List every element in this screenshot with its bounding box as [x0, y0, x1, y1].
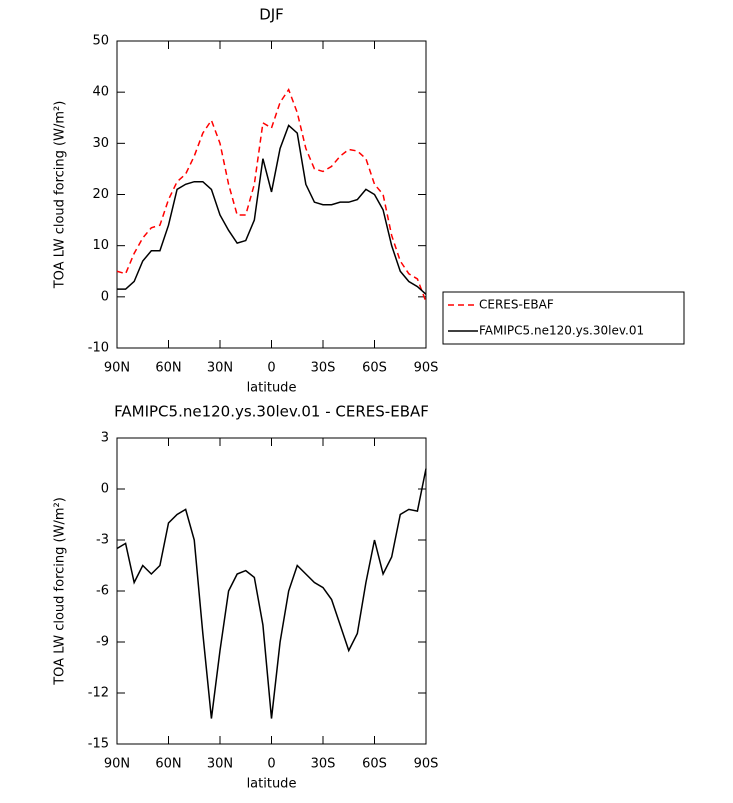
y-tick-label: -15	[88, 737, 109, 752]
x-tick-label: 30N	[207, 361, 233, 376]
legend-label: CERES-EBAF	[479, 298, 554, 312]
y-axis-label: TOA LW cloud forcing (W/m²)	[53, 497, 68, 686]
legend-label: FAMIPC5.ne120.ys.30lev.01	[479, 324, 644, 338]
y-tick-label: 30	[92, 136, 109, 151]
x-tick-label: 60N	[155, 361, 181, 376]
data-line	[117, 124, 427, 295]
y-tick-label: 40	[92, 85, 109, 100]
y-tick-label: 0	[101, 482, 109, 497]
data-line	[116, 87, 427, 303]
y-tick-label: -3	[96, 533, 109, 548]
x-axis-label: latitude	[247, 381, 297, 396]
x-tick-label: 0	[267, 757, 275, 772]
legend-box	[442, 291, 685, 345]
y-tick-label: 50	[92, 34, 109, 49]
x-tick-label: 60N	[155, 757, 181, 772]
data-line	[116, 468, 427, 719]
y-tick-label: 3	[101, 431, 109, 446]
y-tick-label: -9	[96, 635, 109, 650]
x-tick-label: 90S	[414, 757, 439, 772]
chart-title: FAMIPC5.ne120.ys.30lev.01 - CERES-EBAF	[114, 403, 429, 421]
x-tick-label: 30N	[207, 757, 233, 772]
plot-frame	[116, 40, 427, 349]
x-tick-label: 60S	[362, 757, 387, 772]
y-axis-label: TOA LW cloud forcing (W/m²)	[53, 101, 68, 290]
x-tick-label: 90N	[104, 361, 130, 376]
x-tick-label: 0	[267, 361, 275, 376]
x-axis-label: latitude	[247, 777, 297, 792]
y-tick-label: 0	[101, 289, 109, 304]
x-tick-label: 90N	[104, 757, 130, 772]
plot-frame	[116, 437, 427, 745]
chart-title: DJF	[259, 6, 284, 24]
x-tick-label: 60S	[362, 361, 387, 376]
x-tick-label: 90S	[414, 361, 439, 376]
y-tick-label: -12	[88, 686, 109, 701]
y-tick-label: -10	[88, 341, 109, 356]
x-tick-label: 30S	[311, 361, 336, 376]
y-tick-label: -6	[96, 584, 109, 599]
y-tick-label: 10	[92, 238, 109, 253]
x-tick-label: 30S	[311, 757, 336, 772]
y-tick-label: 20	[92, 187, 109, 202]
